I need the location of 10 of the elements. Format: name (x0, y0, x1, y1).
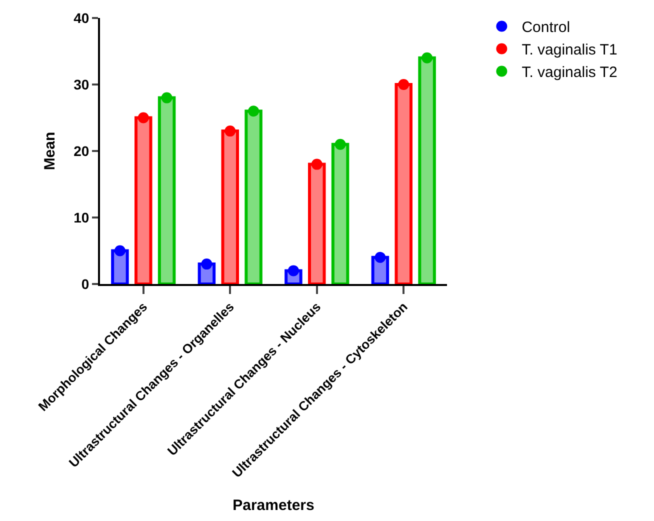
y-tick-label: 40 (74, 10, 90, 26)
y-axis-title: Mean (41, 132, 58, 170)
legend-label: Control (522, 19, 570, 36)
x-axis-title: Parameters (232, 496, 314, 514)
y-tick-label: 0 (81, 276, 90, 292)
legend-label: T. vaginalis T1 (522, 42, 618, 59)
y-tick-label: 30 (74, 76, 90, 92)
y-tick-label: 20 (74, 142, 90, 159)
y-tick-label: 10 (74, 209, 90, 226)
legend-label: T. vaginalis T2 (522, 64, 618, 82)
